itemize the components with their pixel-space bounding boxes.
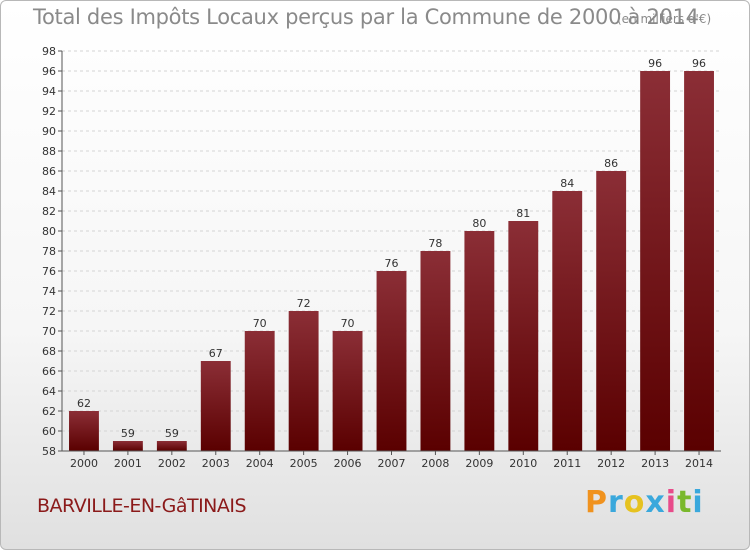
- y-tick-label: 70: [42, 325, 56, 338]
- y-tick-label: 98: [42, 45, 56, 58]
- data-label: 78: [428, 237, 442, 250]
- x-tick-label: 2009: [465, 457, 493, 470]
- x-tick-label: 2012: [597, 457, 625, 470]
- y-tick-label: 62: [42, 405, 56, 418]
- x-tick-label: 2006: [334, 457, 362, 470]
- y-tick-label: 90: [42, 125, 56, 138]
- data-label: 70: [341, 317, 355, 330]
- y-axis: 58 60 62 64 66 68 70 72 74 76 78 80 82 84 86 88 90 92 94 96…: [42, 45, 63, 458]
- y-tick-label: 80: [42, 225, 56, 238]
- data-label: 59: [165, 427, 179, 440]
- data-label: 96: [692, 57, 706, 70]
- data-label: 86: [604, 157, 618, 170]
- logo-letter: r: [608, 485, 624, 520]
- grid-lines: [62, 50, 721, 452]
- logo-letter: x: [645, 485, 666, 520]
- data-label: 84: [560, 177, 574, 190]
- data-label: 62: [77, 397, 91, 410]
- logo-letter: t: [677, 485, 693, 520]
- y-tick-label: 60: [42, 425, 56, 438]
- y-tick-label: 66: [42, 365, 56, 378]
- y-tick-label: 72: [42, 305, 56, 318]
- y-tick-label: 86: [42, 165, 56, 178]
- y-tick-label: 94: [42, 85, 56, 98]
- chart-title: Total des Impôts Locaux perçus par la Co…: [33, 5, 699, 29]
- data-label: 81: [516, 207, 530, 220]
- y-tick-label: 78: [42, 245, 56, 258]
- data-label: 96: [648, 57, 662, 70]
- bar: [156, 441, 187, 451]
- data-label: 59: [121, 427, 135, 440]
- logo-letter: P: [585, 485, 608, 520]
- y-tick-label: 74: [42, 285, 56, 298]
- data-label: 76: [385, 257, 399, 270]
- bar: [288, 311, 319, 451]
- commune-name: BARVILLE-EN-GâTINAIS: [37, 495, 247, 517]
- y-tick-label: 84: [42, 185, 56, 198]
- bar: [376, 271, 407, 451]
- x-tick-label: 2007: [378, 457, 406, 470]
- x-tick-label: 2005: [290, 457, 318, 470]
- y-tick-label: 88: [42, 145, 56, 158]
- data-label: 67: [209, 347, 223, 360]
- bar: [596, 171, 627, 451]
- y-tick-label: 82: [42, 205, 56, 218]
- x-tick-label: 2013: [641, 457, 669, 470]
- bar: [200, 361, 231, 451]
- logo-letter: i: [665, 485, 678, 520]
- unit-note: (en milliers d'€): [617, 12, 712, 26]
- y-tick-label: 92: [42, 105, 56, 118]
- x-tick-label: 2003: [202, 457, 230, 470]
- bar: [464, 231, 495, 451]
- bar: [332, 331, 363, 451]
- bar: [508, 221, 539, 451]
- y-tick-label: 68: [42, 345, 56, 358]
- x-tick-label: 2014: [685, 457, 713, 470]
- bars: 62 59 59 67 70 72 70 76 78 80 81 84 86 96 96: [69, 57, 714, 451]
- logo-letter: i: [692, 485, 704, 520]
- logo-letter: o: [623, 485, 646, 520]
- bar: [420, 251, 451, 451]
- x-tick-label: 2010: [509, 457, 537, 470]
- bar: [552, 191, 583, 451]
- data-label: 70: [253, 317, 267, 330]
- x-tick-label: 2000: [70, 457, 98, 470]
- bar: [684, 71, 714, 451]
- y-tick-label: 76: [42, 265, 56, 278]
- data-label: 72: [297, 297, 311, 310]
- x-tick-label: 2011: [553, 457, 581, 470]
- bar: [112, 441, 143, 451]
- x-tick-label: 2008: [421, 457, 449, 470]
- x-tick-label: 2004: [246, 457, 274, 470]
- bar: [69, 411, 99, 451]
- x-axis: 2000 2001 2002 2003 2004 2005 2006 2007 2008 2009…: [62, 450, 721, 470]
- proxiti-logo: Proxiti: [585, 485, 704, 520]
- bar: [244, 331, 275, 451]
- bar: [640, 71, 671, 451]
- y-tick-label: 58: [42, 445, 56, 458]
- x-tick-label: 2001: [114, 457, 142, 470]
- y-tick-label: 96: [42, 65, 56, 78]
- y-tick-label: 64: [42, 385, 56, 398]
- data-label: 80: [472, 217, 486, 230]
- x-tick-label: 2002: [158, 457, 186, 470]
